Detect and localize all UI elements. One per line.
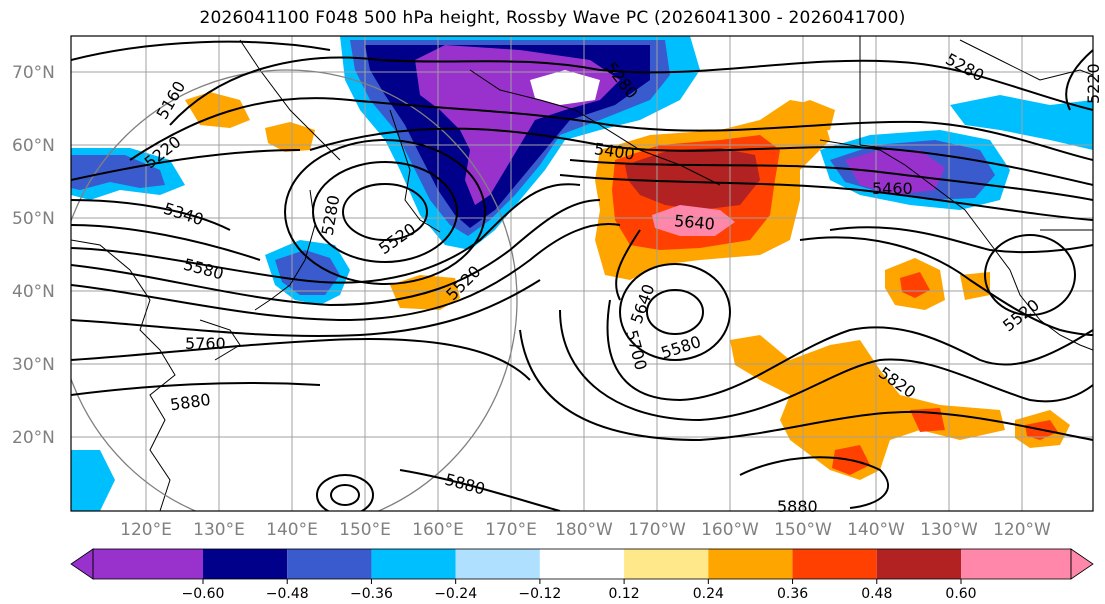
anomaly-positive-ridge-dark xyxy=(625,148,760,210)
anomaly-positive-subtropics xyxy=(730,335,1005,480)
lon-label: 130°E xyxy=(193,520,245,540)
colorbar-segment xyxy=(961,549,1071,579)
contour-line xyxy=(71,199,231,231)
colorbar-tick-label: −0.60 xyxy=(182,586,225,602)
contour-label: 5880 xyxy=(777,497,818,516)
contour-line xyxy=(519,329,1093,442)
lat-label: 30°N xyxy=(12,355,55,375)
colorbar-extend-high xyxy=(1070,548,1094,580)
contour-line xyxy=(1065,49,1093,111)
anomaly-negative-west-mid xyxy=(71,155,165,190)
lon-label: 140°E xyxy=(266,520,318,540)
colorbar-segment xyxy=(371,549,456,579)
lon-label: 120°W xyxy=(993,520,1051,540)
colorbar-outline xyxy=(92,548,1072,580)
colorbar-tick-label: 0.24 xyxy=(693,586,724,602)
lon-label: 120°E xyxy=(120,520,172,540)
contour-line xyxy=(606,299,1093,402)
height-contours xyxy=(71,40,1093,511)
colorbar-tick-label: −0.48 xyxy=(266,586,309,602)
contour-line xyxy=(169,56,1093,126)
lon-label: 150°E xyxy=(339,520,391,540)
lon-label: 150°W xyxy=(774,520,832,540)
lat-label: 50°N xyxy=(12,209,55,229)
contour-line xyxy=(71,338,531,381)
contour-line xyxy=(71,149,301,181)
colorbar-segment xyxy=(93,549,203,579)
map-frame xyxy=(70,35,1094,512)
colorbar-tick-label: 0.12 xyxy=(609,586,640,602)
lon-label: 170°W xyxy=(628,520,686,540)
anomaly-positive-north xyxy=(780,100,835,132)
contour-line xyxy=(71,223,621,322)
reference-circle xyxy=(71,69,518,511)
lon-label: 160°E xyxy=(412,520,464,540)
colorbar-segment xyxy=(624,549,709,579)
anomaly-positive-ridge-max xyxy=(652,205,735,236)
lat-label: 70°N xyxy=(12,63,55,83)
colorbar-tick-label: 0.48 xyxy=(861,586,892,602)
coastlines xyxy=(71,36,1093,511)
colorbar: −0.60 −0.48 −0.36 −0.24 −0.12 0.12 0.24 0.36 0.4… xyxy=(70,548,1094,602)
contour-line xyxy=(71,183,581,284)
colorbar-tick-label: 0.36 xyxy=(777,586,808,602)
contour-line xyxy=(739,456,890,509)
colorbar-segment xyxy=(708,549,793,579)
anomaly-negative-alaska-core xyxy=(845,150,945,195)
anomaly-negative-white-hole xyxy=(530,70,600,105)
lat-label: 20°N xyxy=(12,428,55,448)
contour-line xyxy=(71,199,601,307)
contour-label: 5460 xyxy=(872,179,913,198)
colorbar-tick-label: −0.36 xyxy=(350,586,393,602)
contour-line xyxy=(559,309,1093,422)
colorbar-segment xyxy=(203,549,288,579)
colorbar-tick-label: −0.12 xyxy=(518,586,561,602)
contour-line xyxy=(399,469,561,511)
map-title: 2026041100 F048 500 hPa height, Rossby W… xyxy=(199,8,906,28)
gridlines xyxy=(71,36,1093,511)
anomaly-positive-west-1 xyxy=(185,92,250,128)
lon-label: 170°E xyxy=(485,520,537,540)
contour-label: 5760 xyxy=(185,334,226,353)
contour-line xyxy=(559,174,1093,221)
colorbar-tick-label: 0.60 xyxy=(945,586,976,602)
lat-label: 40°N xyxy=(12,282,55,302)
colorbar-extend-low xyxy=(70,548,94,580)
contour-line xyxy=(71,224,261,261)
contour-line xyxy=(569,159,1093,201)
colorbar-segment xyxy=(539,549,625,579)
contour-line xyxy=(129,97,1093,161)
shading-layer xyxy=(71,36,1093,511)
colorbar-segment xyxy=(792,549,877,579)
lon-label: 160°W xyxy=(701,520,759,540)
lon-label: 180°W xyxy=(555,520,613,540)
colorbar-segment xyxy=(455,549,540,579)
contour-label: 5640 xyxy=(673,211,715,233)
latitude-labels: 70°N 60°N 50°N 40°N 30°N 20°N xyxy=(12,63,55,448)
lon-label: 130°W xyxy=(920,520,978,540)
lat-label: 60°N xyxy=(12,136,55,156)
contour-line xyxy=(71,279,541,337)
contour-line xyxy=(309,127,1093,186)
colorbar-segment xyxy=(876,549,961,579)
colorbar-tick-label: −0.24 xyxy=(434,586,477,602)
anomaly-negative-northwest xyxy=(71,450,115,511)
contour-line xyxy=(71,40,331,61)
longitude-labels: 120°E 130°E 140°E 150°E 160°E 170°E 180°… xyxy=(120,520,1051,540)
contour-line xyxy=(615,229,641,301)
lon-label: 140°W xyxy=(847,520,905,540)
contour-line xyxy=(71,382,321,396)
colorbar-segment xyxy=(287,549,372,579)
